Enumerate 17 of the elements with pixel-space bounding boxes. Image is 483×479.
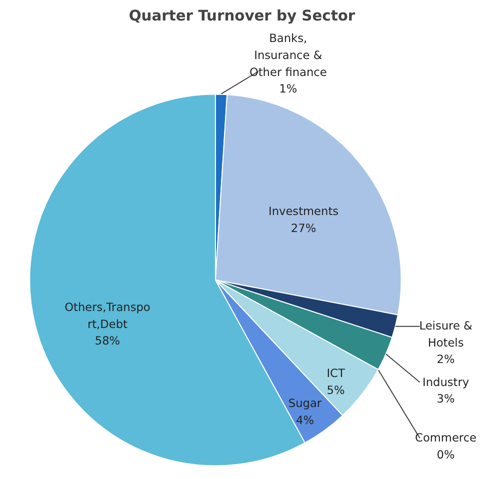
slice-label: Banks, Insurance & Other finance — [249, 31, 327, 79]
slice-label: Industry — [422, 374, 470, 389]
data-label: 3% — [436, 392, 456, 406]
slice-label: Investments — [268, 204, 339, 218]
data-label: 27% — [290, 220, 316, 235]
slice-label: Others,Transport,Debt — [64, 300, 150, 331]
slice-label: Leisure & Hotels — [419, 318, 473, 350]
data-label: 5% — [326, 383, 346, 398]
data-label: 1% — [279, 82, 298, 96]
chart-title: Quarter Turnover by Sector — [128, 8, 356, 24]
text: 0% — [436, 448, 455, 462]
category-label: Commerce — [415, 430, 477, 445]
data-label: 2% — [436, 352, 456, 366]
slice-label: Sugar — [288, 396, 322, 410]
data-label: 58% — [94, 334, 120, 348]
slice-label: ICT — [326, 366, 345, 380]
data-label: 4% — [296, 412, 314, 427]
